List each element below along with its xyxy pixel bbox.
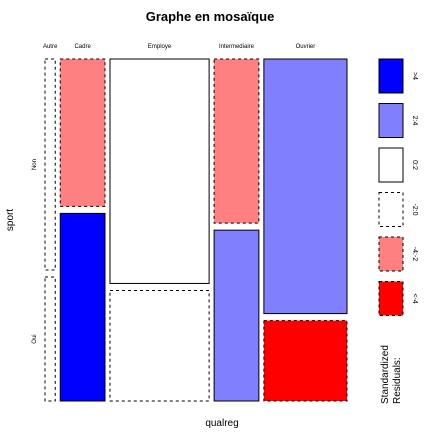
legend-label-1: >4	[411, 72, 418, 80]
legend-label-5: -4:-2	[411, 247, 418, 262]
mosaic-tiles	[44, 58, 348, 402]
tile-employe-non	[109, 58, 210, 284]
x-axis-label: qualreg	[205, 418, 238, 429]
tile-intermediaire-non	[213, 58, 260, 224]
legend-swatch-5	[378, 236, 404, 272]
column-label-cadre: Cadre	[74, 44, 91, 50]
tile-autre-oui	[44, 276, 56, 402]
legend: >4 2:4 0:2 -2:0 -4:-2 <-4 Standardized Residual…	[378, 58, 418, 404]
tile-cadre-oui	[59, 212, 106, 402]
tile-ouvrier-non	[263, 58, 348, 315]
legend-swatch-1	[378, 58, 404, 94]
row-labels: Non Oui	[32, 159, 38, 344]
y-axis-label: sport	[5, 209, 16, 231]
column-label-autre: Autre	[43, 44, 58, 50]
legend-swatch-3	[378, 147, 404, 183]
legend-swatch-4	[378, 192, 404, 227]
legend-label-3: 0:2	[411, 160, 418, 170]
row-label-non: Non	[32, 159, 38, 170]
tile-cadre-non	[59, 58, 106, 207]
legend-label-6: <-4	[411, 293, 418, 303]
legend-swatch-2	[378, 103, 404, 138]
row-label-oui: Oui	[32, 334, 38, 343]
tile-employe-oui	[109, 289, 210, 402]
column-label-employe: Employe	[148, 44, 172, 50]
column-label-intermediaire: Intermediaire	[219, 44, 255, 50]
legend-title-line-2: Residuals:	[392, 357, 403, 404]
column-labels: Autre Cadre Employe Intermediaire Ouvrier	[43, 44, 315, 50]
legend-label-4: -2:0	[411, 203, 418, 215]
chart-title: Graphe en mosaïque	[146, 9, 275, 24]
tile-ouvrier-oui	[263, 320, 348, 402]
column-label-ouvrier: Ouvrier	[296, 44, 316, 50]
tile-intermediaire-oui	[213, 229, 260, 402]
tile-autre-non	[44, 58, 56, 271]
legend-title-line-1: Standardized	[380, 345, 391, 404]
legend-label-2: 2:4	[411, 116, 418, 126]
legend-swatch-6	[378, 281, 404, 316]
